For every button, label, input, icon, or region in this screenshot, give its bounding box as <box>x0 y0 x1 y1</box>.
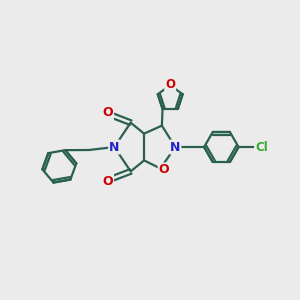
Text: O: O <box>165 78 175 91</box>
Text: N: N <box>109 140 119 154</box>
Text: Cl: Cl <box>255 140 268 154</box>
Text: O: O <box>159 164 169 176</box>
Text: N: N <box>170 140 181 154</box>
Text: O: O <box>103 106 113 119</box>
Text: O: O <box>103 175 113 188</box>
